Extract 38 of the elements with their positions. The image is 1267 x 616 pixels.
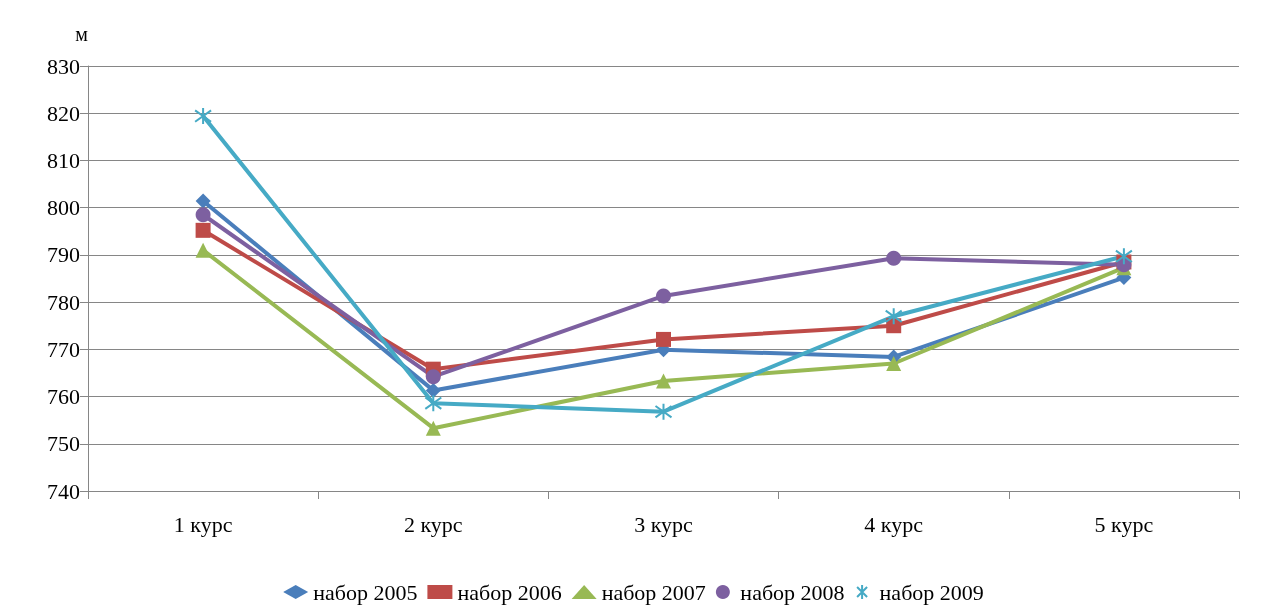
y-tick-label: 760 — [47, 384, 80, 410]
point — [425, 420, 441, 436]
legend-label: набор 2006 — [457, 579, 562, 605]
x-tick-label: 4 курс — [864, 511, 924, 537]
point — [1114, 247, 1133, 266]
point — [195, 222, 211, 238]
y-tick-label: 780 — [47, 289, 80, 315]
point — [195, 207, 211, 223]
legend-label: набор 2007 — [601, 579, 706, 605]
point — [194, 107, 213, 126]
point — [886, 356, 902, 371]
point — [656, 373, 671, 389]
y-tick-label: 830 — [47, 53, 80, 79]
y-axis-title: м — [75, 23, 89, 45]
x-tick-label: 1 курс — [173, 511, 233, 537]
point — [656, 288, 671, 304]
y-tick-label: 750 — [47, 431, 80, 457]
point — [195, 242, 211, 258]
point — [884, 307, 903, 326]
y-tick-label: 800 — [47, 195, 80, 221]
point — [886, 250, 902, 266]
y-tick-label: 770 — [47, 336, 80, 362]
y-tick-label: 740 — [47, 478, 80, 504]
y-tick-label: 790 — [47, 242, 80, 268]
point — [425, 382, 441, 398]
legend-label: набор 2008 — [740, 579, 845, 605]
y-tick-label: 820 — [47, 100, 80, 126]
y-tick-label: 810 — [47, 147, 80, 173]
x-tick-label: 3 курс — [634, 511, 694, 537]
point — [656, 331, 671, 347]
point — [424, 394, 443, 413]
legend-label: набор 2005 — [313, 579, 418, 605]
point — [425, 369, 441, 385]
point — [195, 193, 211, 209]
x-tick-label: 5 курс — [1094, 511, 1154, 537]
x-tick-label: 2 курс — [403, 511, 463, 537]
legend-label: набор 2009 — [879, 579, 984, 605]
point — [654, 402, 673, 421]
